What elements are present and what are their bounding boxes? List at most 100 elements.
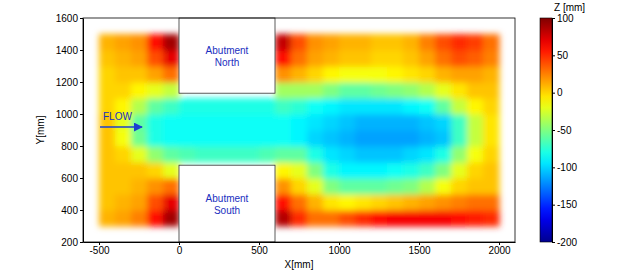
heatmap-cell xyxy=(147,98,164,115)
heatmap-cell xyxy=(403,98,420,115)
heatmap-cell xyxy=(275,98,292,115)
heatmap-cell xyxy=(451,50,468,67)
y-tick: 1200 xyxy=(56,77,83,88)
heatmap-cell xyxy=(355,66,372,83)
abutment: AbutmentSouth xyxy=(179,165,275,242)
y-tick: 1600 xyxy=(56,13,83,24)
heatmap-cell xyxy=(355,82,372,99)
colorbar-tick: -200 xyxy=(552,237,577,248)
heatmap-cell xyxy=(211,146,228,163)
heatmap-cell xyxy=(163,66,180,83)
heatmap-cell xyxy=(147,146,164,163)
heatmap-cell xyxy=(387,98,404,115)
heatmap-cell xyxy=(419,162,436,179)
heatmap-cell xyxy=(435,194,452,211)
heatmap-cell xyxy=(371,194,388,211)
heatmap-cell xyxy=(451,146,468,163)
x-tick: -500 xyxy=(89,242,109,256)
heatmap-cell xyxy=(339,114,356,131)
heatmap-cell xyxy=(403,146,420,163)
x-tick: 2000 xyxy=(488,242,511,256)
heatmap-cell xyxy=(291,146,308,163)
heatmap-cell xyxy=(243,98,260,115)
heatmap-cell xyxy=(387,162,404,179)
heatmap-cell xyxy=(339,178,356,195)
y-tick-mark xyxy=(80,178,83,179)
colorbar-tick-label: -150 xyxy=(557,199,577,210)
heatmap-cell xyxy=(99,162,116,179)
colorbar-tick-label: 50 xyxy=(557,50,569,61)
flow-arrow xyxy=(100,126,142,128)
heatmap-cell xyxy=(323,114,340,131)
heatmap-cell xyxy=(339,210,356,227)
heatmap-cell xyxy=(355,34,372,51)
heatmap-cell xyxy=(339,98,356,115)
y-tick-mark xyxy=(80,210,83,211)
chart: AbutmentNorthAbutmentSouthFLOW-500050010… xyxy=(0,0,626,272)
flow-annotation: FLOW xyxy=(100,111,142,127)
colorbar-tick-mark xyxy=(552,55,555,56)
heatmap-cell xyxy=(339,34,356,51)
x-tick-label: 2000 xyxy=(488,245,511,256)
heatmap-cell xyxy=(435,50,452,67)
x-tick: 1500 xyxy=(408,242,431,256)
heatmap-cell xyxy=(451,98,468,115)
heatmap-cell xyxy=(275,146,292,163)
heatmap-cell xyxy=(99,130,116,147)
heatmap-cell xyxy=(275,178,292,195)
heatmap-cell xyxy=(371,98,388,115)
heatmap-cell xyxy=(451,194,468,211)
heatmap-cell xyxy=(451,114,468,131)
y-tick-label: 1400 xyxy=(56,45,79,56)
heatmap-cell xyxy=(115,50,132,67)
heatmap-cell xyxy=(355,210,372,227)
y-tick-label: 1000 xyxy=(56,109,79,120)
heatmap-cell xyxy=(403,162,420,179)
heatmap-cell xyxy=(307,34,324,51)
abutment-label: AbutmentSouth xyxy=(206,193,249,216)
heatmap-cell xyxy=(355,130,372,147)
y-tick-label: 400 xyxy=(61,205,78,216)
heatmap-cell xyxy=(419,194,436,211)
heatmap-cell xyxy=(467,50,484,67)
heatmap-cell xyxy=(403,50,420,67)
heatmap-cell xyxy=(131,98,148,115)
heatmap-cell xyxy=(275,50,292,67)
heatmap-cell xyxy=(419,210,436,227)
heatmap-cell xyxy=(419,66,436,83)
heatmap-cell xyxy=(339,130,356,147)
heatmap-cell xyxy=(387,50,404,67)
heatmap-cell xyxy=(483,50,500,67)
heatmap-cell xyxy=(291,130,308,147)
heatmap-cell xyxy=(307,130,324,147)
heatmap-cell xyxy=(163,82,180,99)
heatmap-cell xyxy=(99,50,116,67)
heatmap-cell xyxy=(339,82,356,99)
y-tick: 200 xyxy=(61,237,83,248)
heatmap-cell xyxy=(115,82,132,99)
heatmap-cell xyxy=(275,210,292,227)
heatmap-cell xyxy=(403,114,420,131)
heatmap-cell xyxy=(131,82,148,99)
heatmap-cell xyxy=(467,114,484,131)
x-tick-label: 1000 xyxy=(328,245,351,256)
heatmap-cell xyxy=(419,82,436,99)
heatmap-cell xyxy=(371,114,388,131)
heatmap-cell xyxy=(419,34,436,51)
heatmap-cell xyxy=(483,130,500,147)
heatmap-cell xyxy=(467,210,484,227)
heatmap-cell xyxy=(483,210,500,227)
heatmap-cell xyxy=(99,34,116,51)
heatmap-cell xyxy=(467,130,484,147)
heatmap-cell xyxy=(451,82,468,99)
heatmap-cell xyxy=(275,194,292,211)
heatmap-cell xyxy=(419,146,436,163)
y-tick-label: 600 xyxy=(61,173,78,184)
heatmap-cell xyxy=(355,162,372,179)
heatmap-cell xyxy=(403,82,420,99)
heatmap-cell xyxy=(131,34,148,51)
heatmap-cell xyxy=(387,130,404,147)
heatmap-cell xyxy=(115,210,132,227)
heatmap-cell xyxy=(131,146,148,163)
heatmap-cell xyxy=(387,114,404,131)
